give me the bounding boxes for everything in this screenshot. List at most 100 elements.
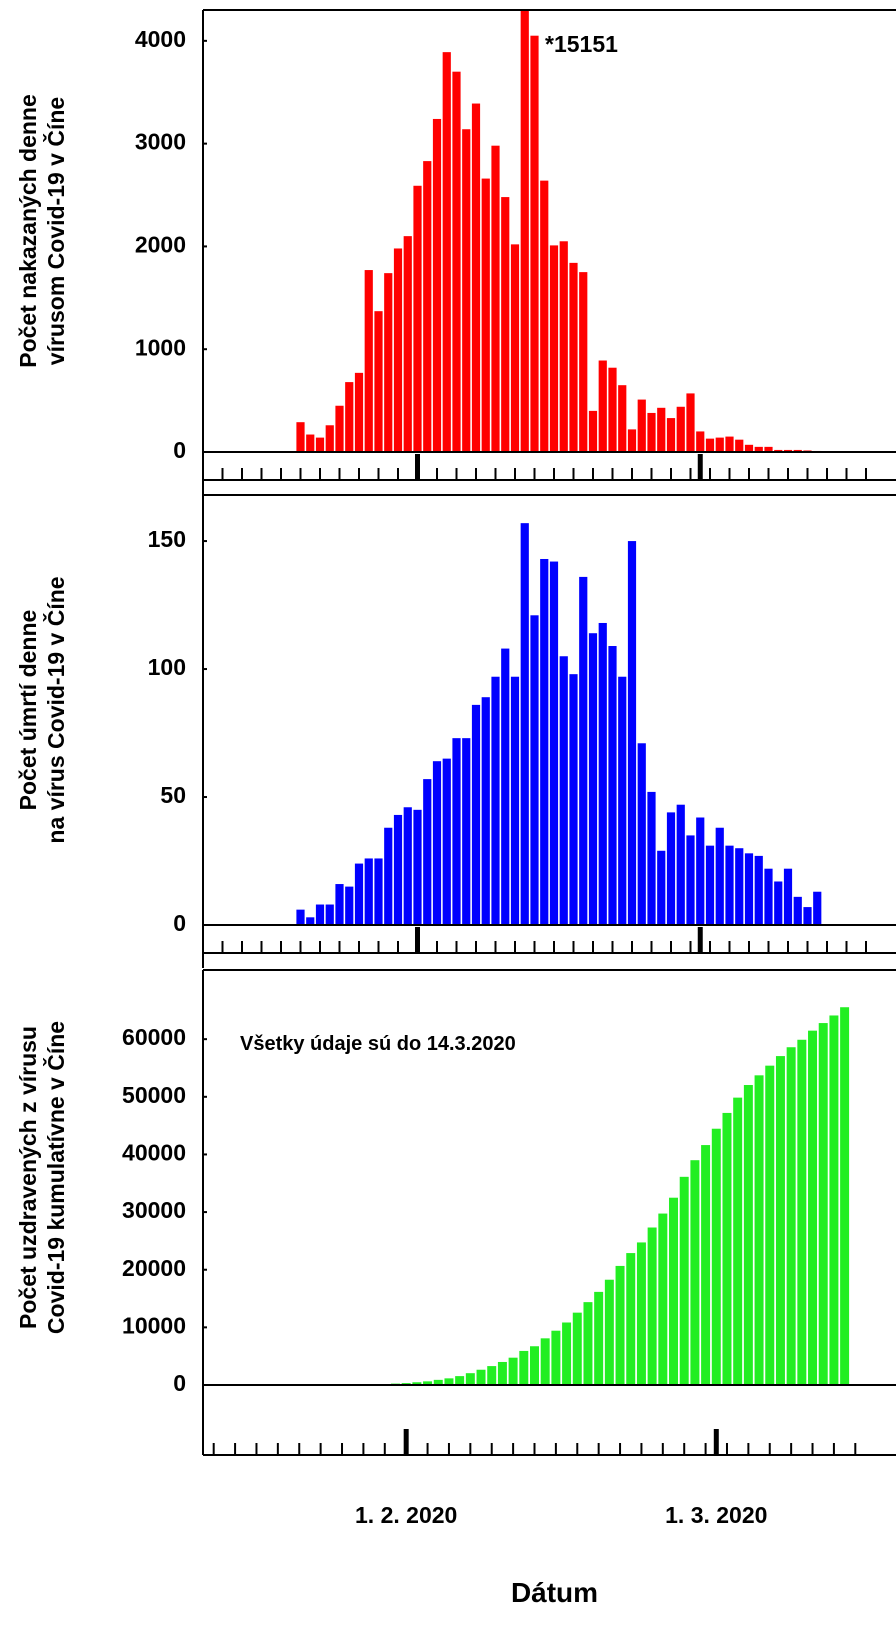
bar — [540, 559, 548, 925]
bar — [345, 887, 353, 925]
bar — [637, 1242, 646, 1385]
bar — [599, 361, 607, 452]
bar — [355, 864, 363, 925]
bar — [599, 623, 607, 925]
bar — [733, 1098, 742, 1385]
y-axis-label: Covid-19 kumulatívne v Číne — [42, 1021, 69, 1334]
annotation: Všetky údaje sú do 14.3.2020 — [240, 1033, 516, 1055]
bar — [744, 1085, 753, 1385]
bar — [326, 905, 334, 925]
bar — [647, 792, 655, 925]
bar — [616, 1266, 625, 1385]
bar — [657, 851, 665, 925]
bar — [560, 241, 568, 452]
y-axis-label: Počet nakazaných denne — [15, 94, 41, 368]
bar — [803, 907, 811, 925]
y-tick-label: 4000 — [135, 26, 186, 52]
y-tick-label: 0 — [173, 910, 186, 936]
bar — [511, 244, 519, 452]
bar — [394, 248, 402, 452]
bar — [776, 1056, 785, 1385]
bar — [551, 1331, 560, 1385]
bars — [296, 523, 821, 925]
bar — [296, 422, 304, 452]
bars — [296, 0, 821, 452]
bar — [690, 1160, 699, 1385]
bar — [433, 761, 441, 925]
bar — [797, 1040, 806, 1385]
y-tick-label: 1000 — [135, 334, 186, 360]
bar — [423, 779, 431, 925]
bar — [404, 236, 412, 452]
bar — [394, 815, 402, 925]
bar — [686, 393, 694, 452]
bar — [491, 146, 499, 452]
bar — [487, 1366, 496, 1385]
x-tick-label: 1. 2. 2020 — [355, 1502, 457, 1528]
y-tick-label: 0 — [173, 1370, 186, 1396]
bar — [722, 1113, 731, 1385]
bar — [579, 272, 587, 452]
y-tick-label: 30000 — [122, 1197, 186, 1223]
bar — [452, 72, 460, 452]
bar — [608, 646, 616, 925]
bar — [725, 437, 733, 452]
bar — [618, 385, 626, 452]
bar — [374, 311, 382, 452]
bars — [316, 1007, 849, 1385]
bar — [550, 562, 558, 925]
bar — [808, 1031, 817, 1385]
y-tick-label: 3000 — [135, 129, 186, 155]
bar — [530, 615, 538, 925]
bar — [677, 805, 685, 925]
bar — [840, 1007, 849, 1385]
bar — [712, 1129, 721, 1385]
bar — [647, 413, 655, 452]
bar — [680, 1177, 689, 1385]
y-tick-label: 40000 — [122, 1140, 186, 1166]
bar — [628, 429, 636, 452]
bar — [541, 1338, 550, 1385]
bar — [335, 884, 343, 925]
bar — [696, 431, 704, 452]
bar — [765, 1066, 774, 1385]
bar — [589, 411, 597, 452]
bar — [530, 1346, 539, 1385]
bar — [735, 848, 743, 925]
bar — [521, 523, 529, 925]
bar — [477, 1370, 486, 1385]
bar — [560, 656, 568, 925]
y-tick-label: 100 — [148, 654, 186, 680]
bar — [638, 400, 646, 452]
bar — [573, 1313, 582, 1385]
bar — [813, 892, 821, 925]
bar — [562, 1322, 571, 1385]
bar — [755, 856, 763, 925]
bar — [519, 1351, 528, 1385]
bar — [345, 382, 353, 452]
bar — [550, 245, 558, 452]
y-tick-label: 0 — [173, 437, 186, 463]
bar — [784, 869, 792, 925]
bar — [725, 846, 733, 925]
bar — [667, 418, 675, 452]
bar — [413, 810, 421, 925]
bar — [306, 435, 314, 452]
bar — [365, 858, 373, 925]
bar — [509, 1358, 518, 1385]
bar — [658, 1214, 667, 1385]
bar — [355, 373, 363, 452]
bar — [491, 677, 499, 925]
bar — [716, 438, 724, 452]
bar — [696, 818, 704, 926]
bar — [669, 1198, 678, 1385]
bar — [583, 1302, 592, 1385]
y-tick-label: 60000 — [122, 1024, 186, 1050]
x-axis-label: Dátum — [511, 1577, 598, 1608]
bar — [452, 738, 460, 925]
bar — [462, 738, 470, 925]
bar — [794, 897, 802, 925]
bar — [706, 846, 714, 925]
y-axis-label: Počet úmrtí denne — [15, 610, 41, 811]
